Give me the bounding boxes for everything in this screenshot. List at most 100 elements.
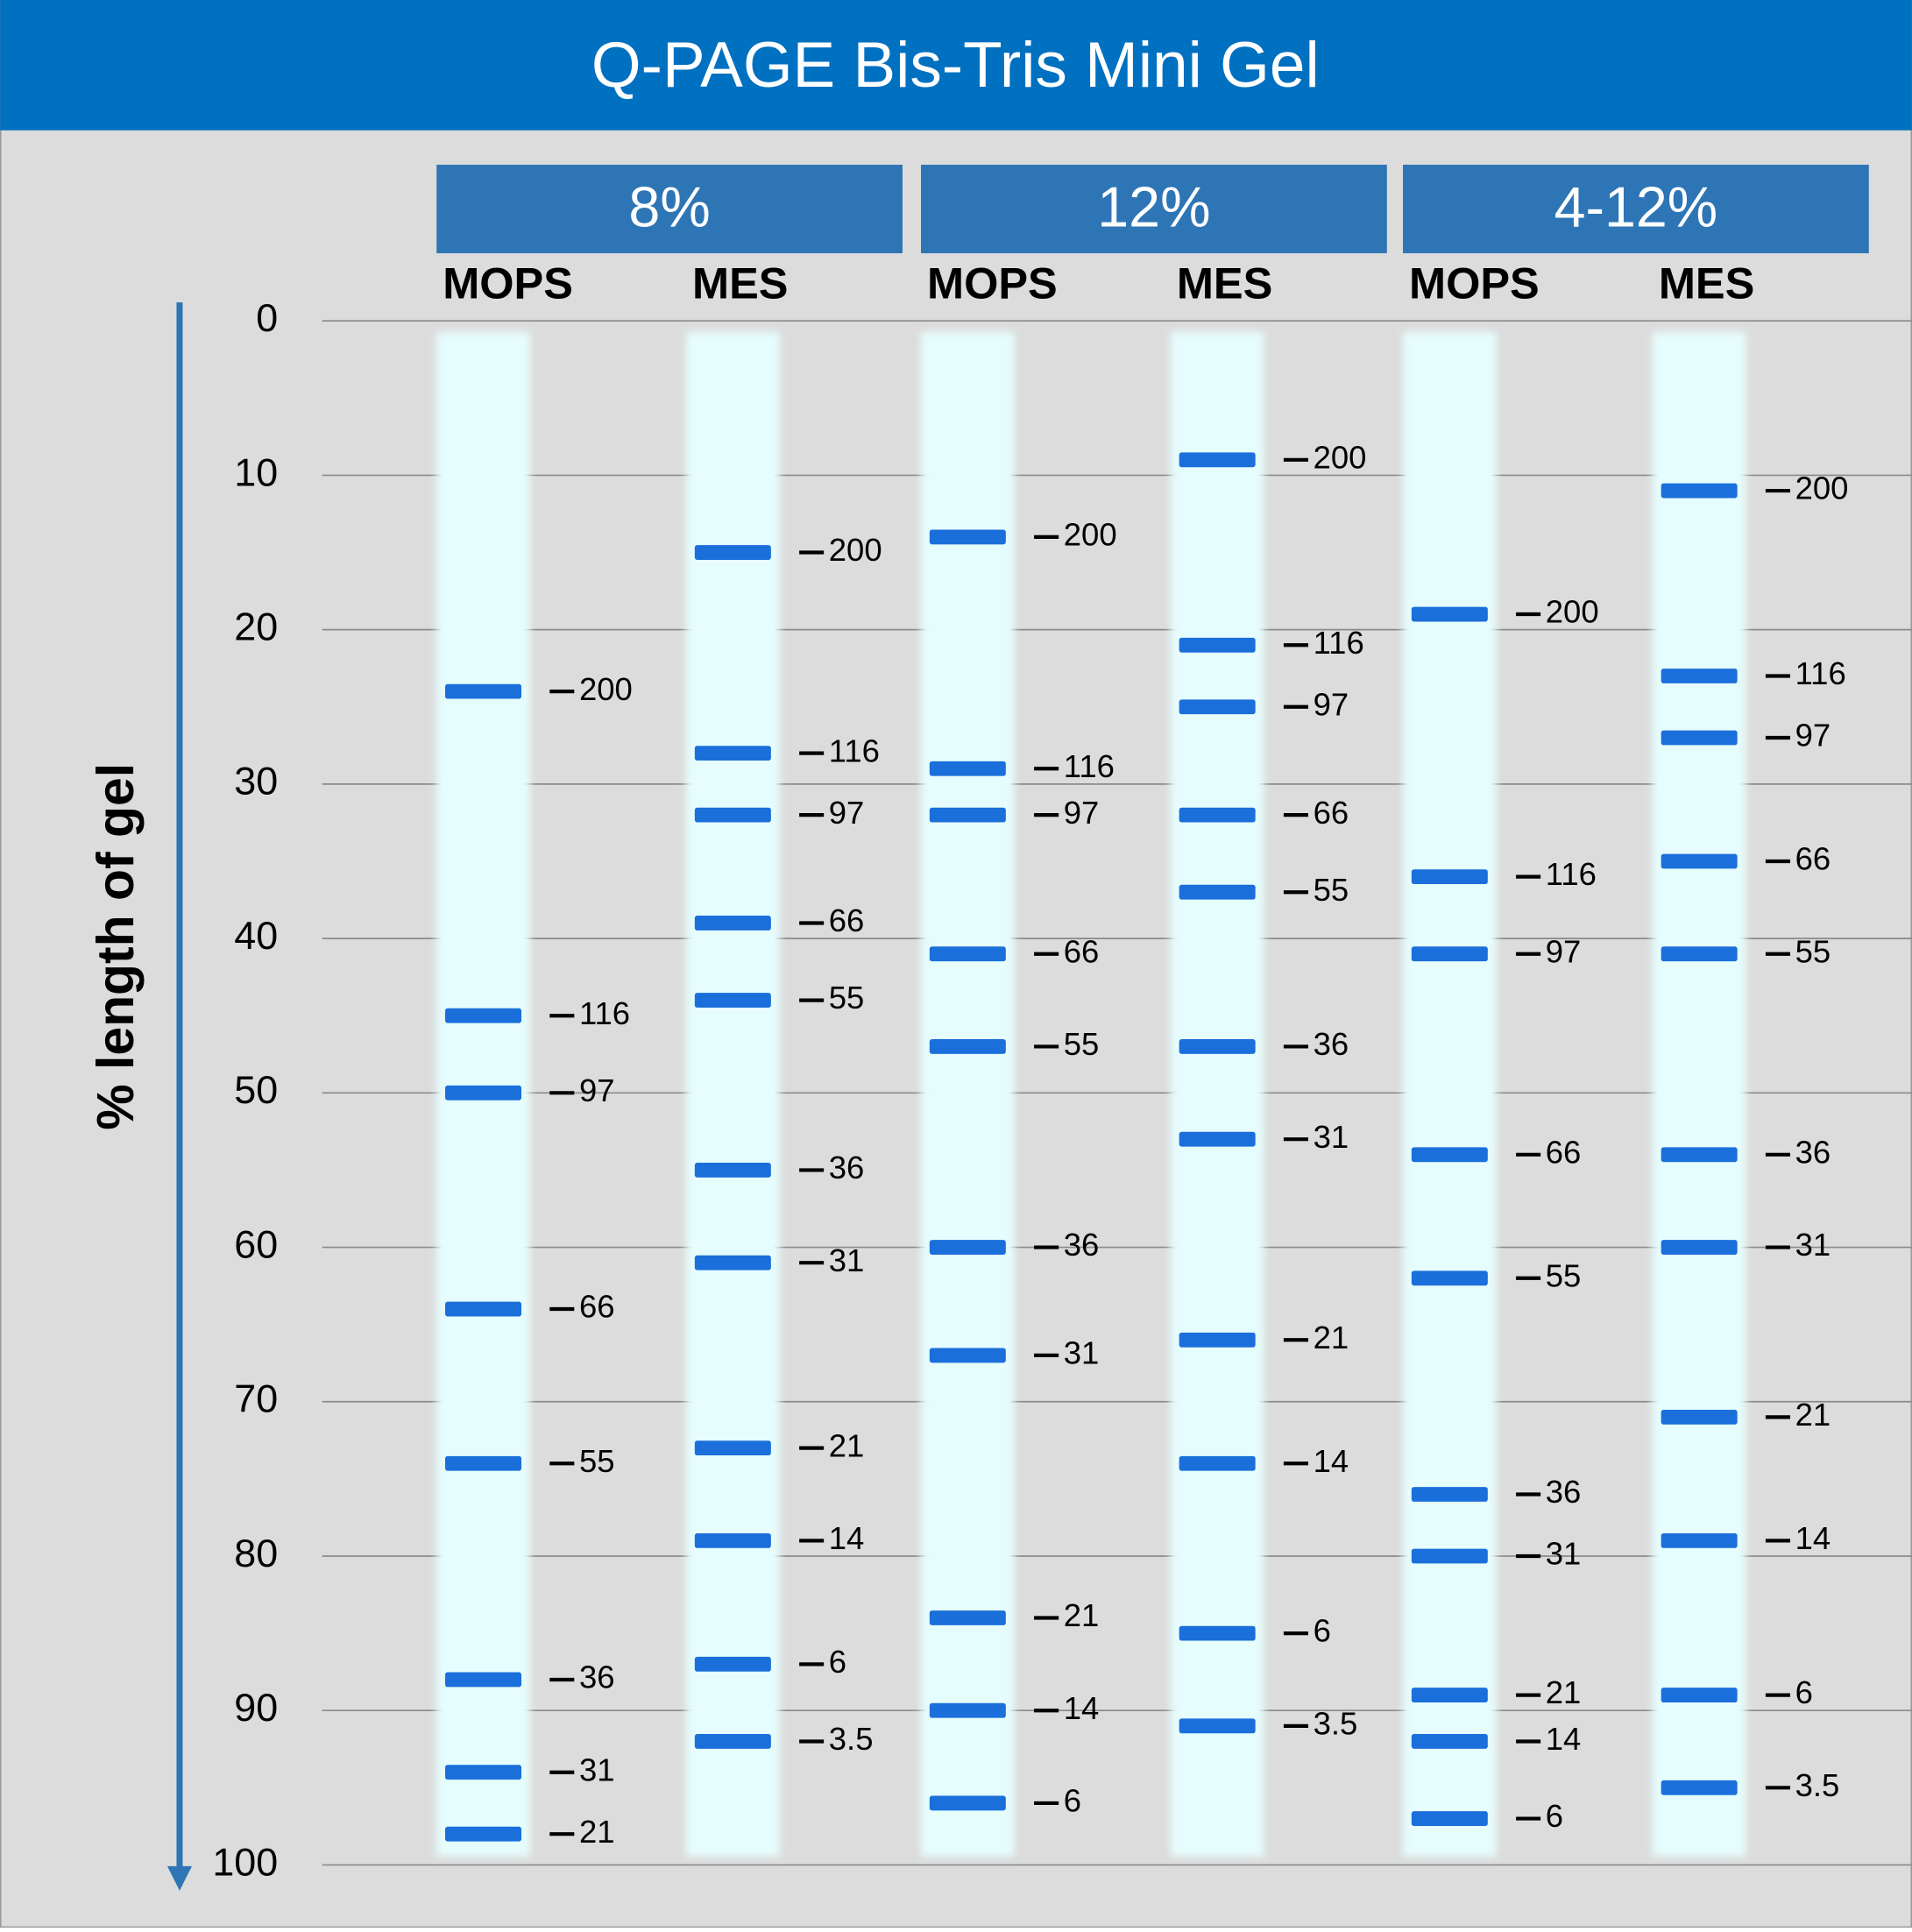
marker-label: 200	[829, 532, 882, 568]
marker-label: 14	[1546, 1721, 1582, 1757]
lane-label: MOPS	[1409, 258, 1540, 308]
y-tick-label: 70	[234, 1376, 278, 1421]
band	[694, 1440, 771, 1456]
marker-label: 3.5	[1795, 1767, 1840, 1803]
marker-label: 14	[1795, 1520, 1831, 1556]
band	[1179, 1625, 1256, 1641]
band	[694, 916, 771, 931]
marker-label: 200	[1795, 471, 1849, 506]
band	[1411, 606, 1488, 622]
marker-label: 14	[1314, 1443, 1349, 1479]
marker-label: 200	[1546, 594, 1599, 630]
marker-label: 21	[1314, 1320, 1349, 1355]
marker-label: 21	[1795, 1397, 1831, 1433]
band	[445, 1455, 522, 1471]
marker-label: 66	[1314, 795, 1349, 831]
marker-label: 36	[1314, 1026, 1349, 1062]
band	[694, 1656, 771, 1672]
marker-label: 6	[1064, 1783, 1081, 1819]
band	[445, 1826, 522, 1842]
marker-label: 21	[829, 1427, 865, 1463]
band	[1661, 730, 1738, 746]
marker-label: 3.5	[829, 1721, 874, 1757]
marker-label: 55	[829, 980, 865, 1016]
marker-label: 55	[1546, 1257, 1582, 1293]
marker-label: 55	[1064, 1026, 1100, 1062]
band	[445, 683, 522, 699]
marker-label: 66	[579, 1289, 615, 1325]
marker-label: 31	[1546, 1536, 1582, 1572]
band	[1661, 1688, 1738, 1703]
band	[929, 529, 1006, 545]
marker-label: 55	[1795, 933, 1831, 969]
axis-arrow-head	[166, 1865, 192, 1891]
band	[1661, 853, 1738, 869]
marker-label: 21	[1064, 1597, 1100, 1633]
band	[1411, 1270, 1488, 1286]
band	[1179, 1332, 1256, 1348]
band	[694, 1255, 771, 1270]
marker-label: 6	[1795, 1674, 1813, 1710]
y-tick-label: 20	[234, 605, 278, 649]
marker-label: 200	[1314, 439, 1367, 475]
gel-header	[1403, 165, 1869, 254]
band	[445, 1765, 522, 1780]
band	[1411, 1147, 1488, 1163]
marker-label: 66	[829, 902, 865, 938]
band	[1661, 1147, 1738, 1163]
chart-title: Q-PAGE Bis-Tris Mini Gel	[591, 30, 1320, 101]
marker-label: 36	[1546, 1474, 1582, 1510]
band	[1661, 1409, 1738, 1425]
marker-label: 97	[1314, 686, 1349, 722]
band	[694, 807, 771, 823]
marker-label: 36	[1064, 1227, 1100, 1263]
band	[929, 1039, 1006, 1054]
lane	[1403, 331, 1497, 1857]
band	[1411, 1548, 1488, 1564]
marker-label: 31	[1795, 1227, 1831, 1263]
band	[1661, 946, 1738, 962]
marker-label: 55	[579, 1443, 615, 1479]
band	[694, 1734, 771, 1749]
marker-label: 116	[1795, 655, 1846, 691]
marker-label: 200	[1064, 517, 1117, 553]
marker-label: 97	[829, 795, 865, 831]
lane-label: MES	[1177, 258, 1272, 308]
band	[445, 1301, 522, 1317]
marker-label: 55	[1314, 872, 1349, 908]
marker-label: 97	[1795, 718, 1831, 754]
band	[694, 993, 771, 1008]
marker-label: 31	[579, 1752, 615, 1787]
band	[929, 1240, 1006, 1255]
marker-label: 66	[1795, 841, 1831, 877]
band	[929, 946, 1006, 962]
marker-label: 14	[829, 1520, 865, 1556]
marker-label: 116	[1546, 856, 1597, 892]
lane	[686, 331, 780, 1857]
band	[1411, 869, 1488, 885]
band	[694, 1163, 771, 1178]
band	[929, 761, 1006, 776]
marker-label: 36	[579, 1660, 615, 1695]
marker-label: 97	[1546, 933, 1582, 969]
marker-label: 31	[1064, 1335, 1100, 1371]
band	[929, 1795, 1006, 1811]
marker-label: 66	[1064, 933, 1100, 969]
y-axis-label: % length of gel	[88, 763, 145, 1130]
lane	[1652, 331, 1746, 1857]
marker-label: 116	[579, 995, 630, 1031]
y-tick-label: 90	[234, 1685, 278, 1730]
marker-label: 6	[1314, 1613, 1331, 1649]
title-bar	[0, 0, 1912, 131]
band	[1179, 1039, 1256, 1054]
band	[1179, 1131, 1256, 1147]
band	[445, 1085, 522, 1100]
marker-label: 116	[1314, 625, 1364, 661]
band	[1661, 1780, 1738, 1795]
band	[694, 1532, 771, 1548]
marker-label: 36	[829, 1150, 865, 1185]
marker-label: 97	[579, 1072, 615, 1108]
band	[1179, 884, 1256, 900]
marker-label: 116	[829, 732, 880, 768]
marker-label: 3.5	[1314, 1705, 1358, 1741]
